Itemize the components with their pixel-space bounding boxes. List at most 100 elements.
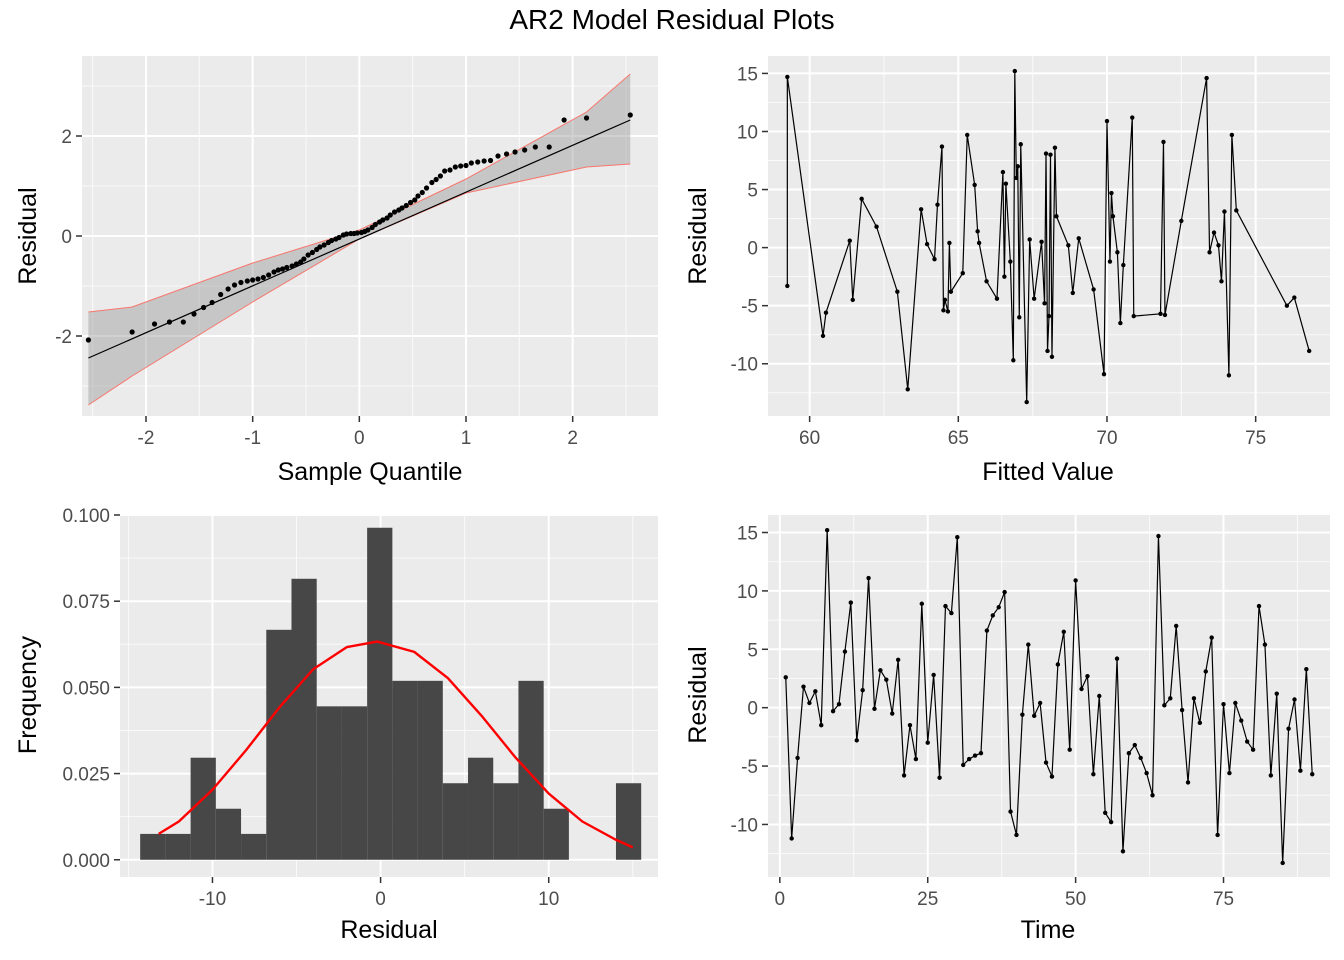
fitted-point [1039,239,1044,245]
qq-point [495,153,501,159]
fitted-point [1014,175,1019,181]
fitted-point [1226,373,1232,378]
hist-x-tick-label: 10 [538,889,559,910]
time-point [783,675,788,680]
fitted-panel-background [768,56,1330,416]
qq-point [380,217,386,223]
time-point [1262,642,1268,647]
time-point [1274,691,1279,696]
time-panel-background [768,515,1330,877]
time-y-tick-label: 10 [737,582,758,603]
time-point [895,657,901,662]
qq-point [423,185,430,191]
histogram-ylabel: Frequency [14,635,42,754]
qq-point [463,162,469,169]
time-point [1061,629,1066,634]
qq-point [191,311,197,317]
fitted-y-tick-label: 0 [747,239,758,260]
qq-point [343,231,350,237]
fitted-point [1017,315,1022,320]
fitted-point [1234,208,1239,213]
fitted-point [918,207,924,212]
qq-point [250,277,256,283]
time-point [1067,747,1072,752]
time-point [978,751,984,756]
time-point [1298,768,1303,773]
fitted-point [1011,358,1016,363]
fitted-point [820,333,826,339]
hist-y-tick-label: 0.050 [62,678,110,699]
hist-y-tick-label: 0.000 [62,851,110,872]
time-point [813,689,818,694]
time-point [1209,635,1214,640]
fitted-point [1121,262,1126,268]
time-y-tick-label: -10 [731,815,758,836]
time-point [1156,533,1161,539]
qq-plot-area: -2 -1 0 1 2 -2 0 2 [55,56,658,449]
time-point [1114,656,1120,661]
fitted-point [1008,259,1013,264]
fitted-point [972,182,977,188]
time-point [1150,793,1155,798]
histogram-bar [241,833,267,860]
time-point [996,605,1001,610]
fitted-point [1292,295,1297,300]
qq-point [85,337,91,343]
fitted-point [942,297,948,303]
histogram-bar [140,833,166,860]
fitted-point [1070,290,1075,296]
histogram-bar [442,783,469,860]
fitted-point [965,132,970,138]
qq-y-tick-label: 0 [61,227,72,248]
time-y-tick-label: 0 [747,699,758,720]
qq-point [218,291,224,298]
time-point [872,706,877,712]
qq-point [309,249,315,256]
qq-point [627,112,633,118]
fitted-point [1158,311,1163,317]
time-point [1292,697,1297,702]
time-point [1233,700,1238,706]
fitted-point [1211,230,1217,235]
fitted-point [1024,399,1029,405]
time-point [931,672,936,678]
time-point [884,677,889,682]
qq-point [317,244,323,250]
fitted-point [935,202,940,207]
time-point [1014,832,1019,838]
time-point [1185,780,1191,785]
fitted-point [1162,312,1168,318]
time-point [824,527,830,533]
fitted-point [1043,151,1049,156]
fitted-point [984,279,989,284]
qq-point [301,256,307,262]
qq-point [583,115,590,121]
time-point [1310,772,1315,777]
qq-point [419,189,425,196]
time-point [937,775,942,780]
fitted-point [1222,209,1227,214]
qq-point [372,221,378,228]
fitted-point [948,289,954,294]
fitted-point [1052,145,1058,150]
qq-y-tick-label: 2 [61,127,72,148]
histogram-xlabel: Residual [340,916,437,944]
time-point [1138,755,1143,761]
qq-point [231,282,238,288]
fitted-point [1110,214,1116,219]
qq-point [180,319,186,325]
fitted-y-tick-label: 10 [737,122,758,143]
fitted-point [1179,218,1184,224]
time-point [1173,623,1179,629]
fitted-point [1109,190,1114,196]
time-x-tick-label: 50 [1065,889,1086,910]
fitted-point [1131,313,1136,319]
qq-point [365,227,371,233]
qq-point [503,151,510,157]
qq-y-tick-label: -2 [55,327,72,348]
fitted-point [924,241,930,247]
qq-point [429,179,435,186]
qq-point [487,157,494,164]
fitted-point [1076,236,1081,241]
time-point [1037,700,1043,706]
